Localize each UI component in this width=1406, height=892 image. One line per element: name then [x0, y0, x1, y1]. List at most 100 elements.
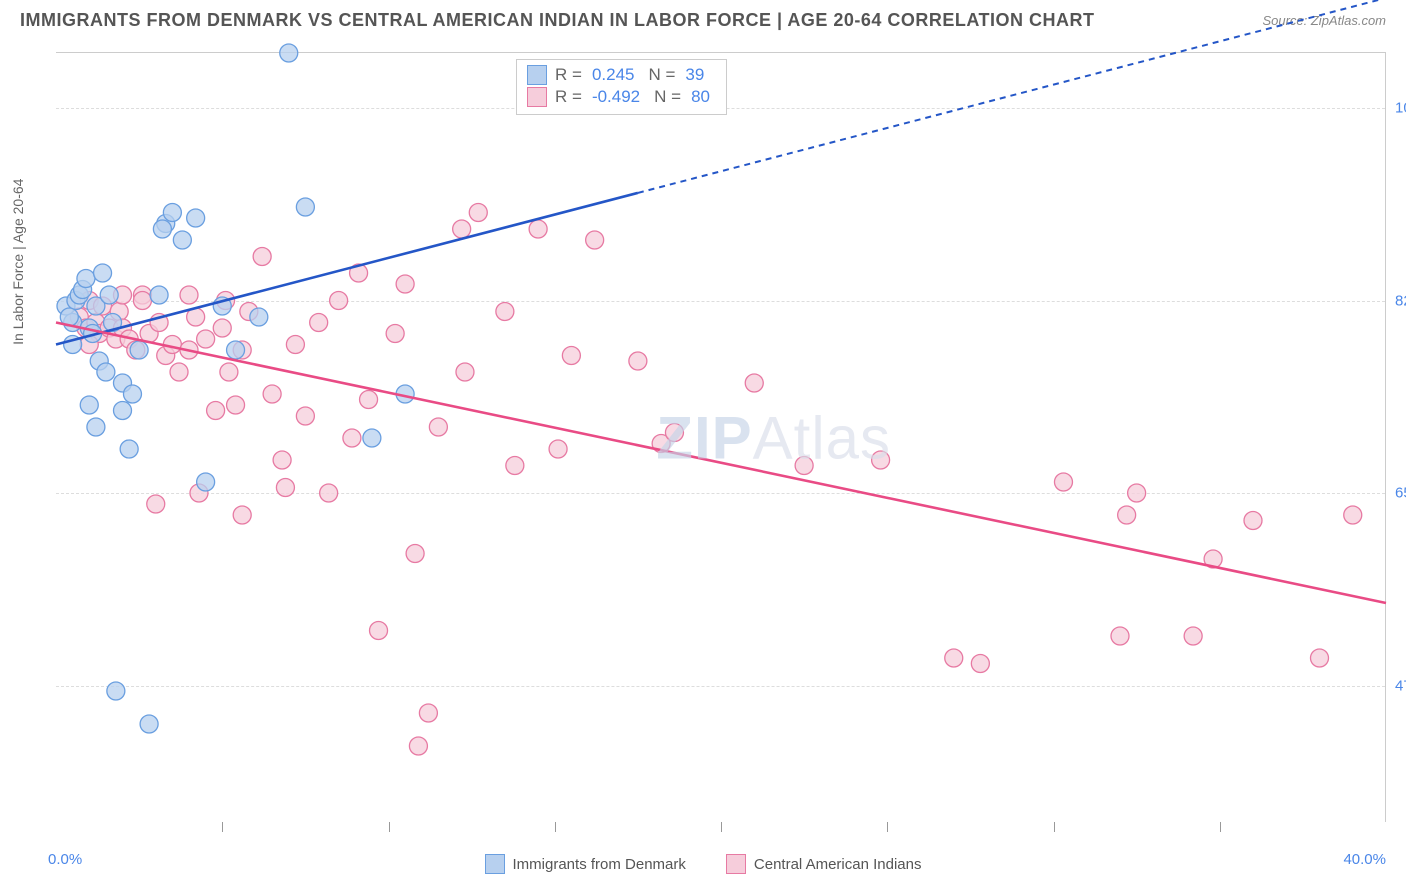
- data-point-cai: [320, 484, 338, 502]
- data-point-cai: [409, 737, 427, 755]
- data-point-cai: [665, 424, 683, 442]
- data-point-denmark: [153, 220, 171, 238]
- data-point-cai: [1118, 506, 1136, 524]
- correlation-row-denmark: R = 0.245 N = 39: [527, 64, 716, 86]
- data-point-cai: [1128, 484, 1146, 502]
- data-point-cai: [370, 622, 388, 640]
- data-point-cai: [310, 314, 328, 332]
- data-point-cai: [419, 704, 437, 722]
- x-tick: [887, 822, 888, 832]
- data-point-denmark: [120, 440, 138, 458]
- n-equals: N =: [654, 87, 681, 107]
- scatter-svg: [56, 53, 1385, 822]
- data-point-cai: [453, 220, 471, 238]
- data-point-denmark: [363, 429, 381, 447]
- y-tick-label: 65.0%: [1395, 485, 1406, 502]
- x-axis-ticks: [56, 822, 1386, 836]
- legend-label-denmark: Immigrants from Denmark: [513, 856, 686, 873]
- x-tick: [1054, 822, 1055, 832]
- legend-swatch-cai: [726, 854, 746, 874]
- data-point-cai: [170, 363, 188, 381]
- data-point-cai: [133, 292, 151, 310]
- data-point-cai: [586, 231, 604, 249]
- r-equals: R =: [555, 87, 582, 107]
- legend-item-denmark: Immigrants from Denmark: [485, 854, 686, 874]
- data-point-denmark: [114, 402, 132, 420]
- data-point-cai: [1311, 649, 1329, 667]
- data-point-cai: [227, 396, 245, 414]
- bottom-legend: Immigrants from Denmark Central American…: [0, 854, 1406, 874]
- data-point-denmark: [100, 286, 118, 304]
- data-point-denmark: [97, 363, 115, 381]
- r-value-denmark: 0.245: [592, 65, 635, 85]
- data-point-cai: [343, 429, 361, 447]
- r-value-cai: -0.492: [592, 87, 640, 107]
- data-point-cai: [330, 292, 348, 310]
- data-point-cai: [429, 418, 447, 436]
- n-value-cai: 80: [691, 87, 710, 107]
- data-point-cai: [396, 275, 414, 293]
- data-point-cai: [795, 457, 813, 475]
- data-point-denmark: [250, 308, 268, 326]
- data-point-cai: [197, 330, 215, 348]
- data-point-cai: [286, 336, 304, 354]
- y-tick-label: 100.0%: [1395, 100, 1406, 117]
- data-point-denmark: [227, 341, 245, 359]
- data-point-cai: [496, 303, 514, 321]
- data-point-cai: [1344, 506, 1362, 524]
- data-point-cai: [253, 248, 271, 266]
- data-point-cai: [220, 363, 238, 381]
- data-point-cai: [529, 220, 547, 238]
- x-tick: [555, 822, 556, 832]
- header: IMMIGRANTS FROM DENMARK VS CENTRAL AMERI…: [0, 0, 1406, 37]
- data-point-denmark: [150, 286, 168, 304]
- trend-line-denmark: [56, 193, 638, 345]
- data-point-cai: [386, 325, 404, 343]
- data-point-cai: [971, 655, 989, 673]
- data-point-cai: [147, 495, 165, 513]
- data-point-denmark: [140, 715, 158, 733]
- data-point-denmark: [173, 231, 191, 249]
- data-point-cai: [276, 479, 294, 497]
- data-point-cai: [406, 545, 424, 563]
- y-axis-label: In Labor Force | Age 20-64: [10, 179, 26, 345]
- data-point-cai: [549, 440, 567, 458]
- data-point-cai: [872, 451, 890, 469]
- data-point-cai: [506, 457, 524, 475]
- data-point-cai: [745, 374, 763, 392]
- data-point-cai: [469, 204, 487, 222]
- data-point-denmark: [163, 204, 181, 222]
- data-point-cai: [945, 649, 963, 667]
- data-point-cai: [233, 506, 251, 524]
- data-point-cai: [629, 352, 647, 370]
- data-point-denmark: [107, 682, 125, 700]
- data-point-cai: [273, 451, 291, 469]
- n-value-denmark: 39: [685, 65, 704, 85]
- data-point-denmark: [123, 385, 141, 403]
- data-point-denmark: [280, 44, 298, 62]
- legend-item-cai: Central American Indians: [726, 854, 922, 874]
- x-tick: [721, 822, 722, 832]
- data-point-cai: [1111, 627, 1129, 645]
- legend-swatch-denmark: [485, 854, 505, 874]
- data-point-denmark: [197, 473, 215, 491]
- data-point-cai: [562, 347, 580, 365]
- chart-title: IMMIGRANTS FROM DENMARK VS CENTRAL AMERI…: [20, 10, 1095, 31]
- r-equals: R =: [555, 65, 582, 85]
- data-point-denmark: [187, 209, 205, 227]
- chart-plot-area: 47.5%65.0%82.5%100.0% ZIPAtlas R = 0.245…: [56, 52, 1386, 822]
- data-point-denmark: [80, 396, 98, 414]
- data-point-cai: [207, 402, 225, 420]
- swatch-denmark: [527, 65, 547, 85]
- data-point-cai: [456, 363, 474, 381]
- x-tick: [389, 822, 390, 832]
- data-point-cai: [1054, 473, 1072, 491]
- correlation-row-cai: R = -0.492 N = 80: [527, 86, 716, 108]
- data-point-cai: [213, 319, 231, 337]
- n-equals: N =: [648, 65, 675, 85]
- data-point-cai: [1244, 512, 1262, 530]
- swatch-cai: [527, 87, 547, 107]
- data-point-denmark: [77, 270, 95, 288]
- y-tick-label: 47.5%: [1395, 677, 1406, 694]
- data-point-cai: [180, 286, 198, 304]
